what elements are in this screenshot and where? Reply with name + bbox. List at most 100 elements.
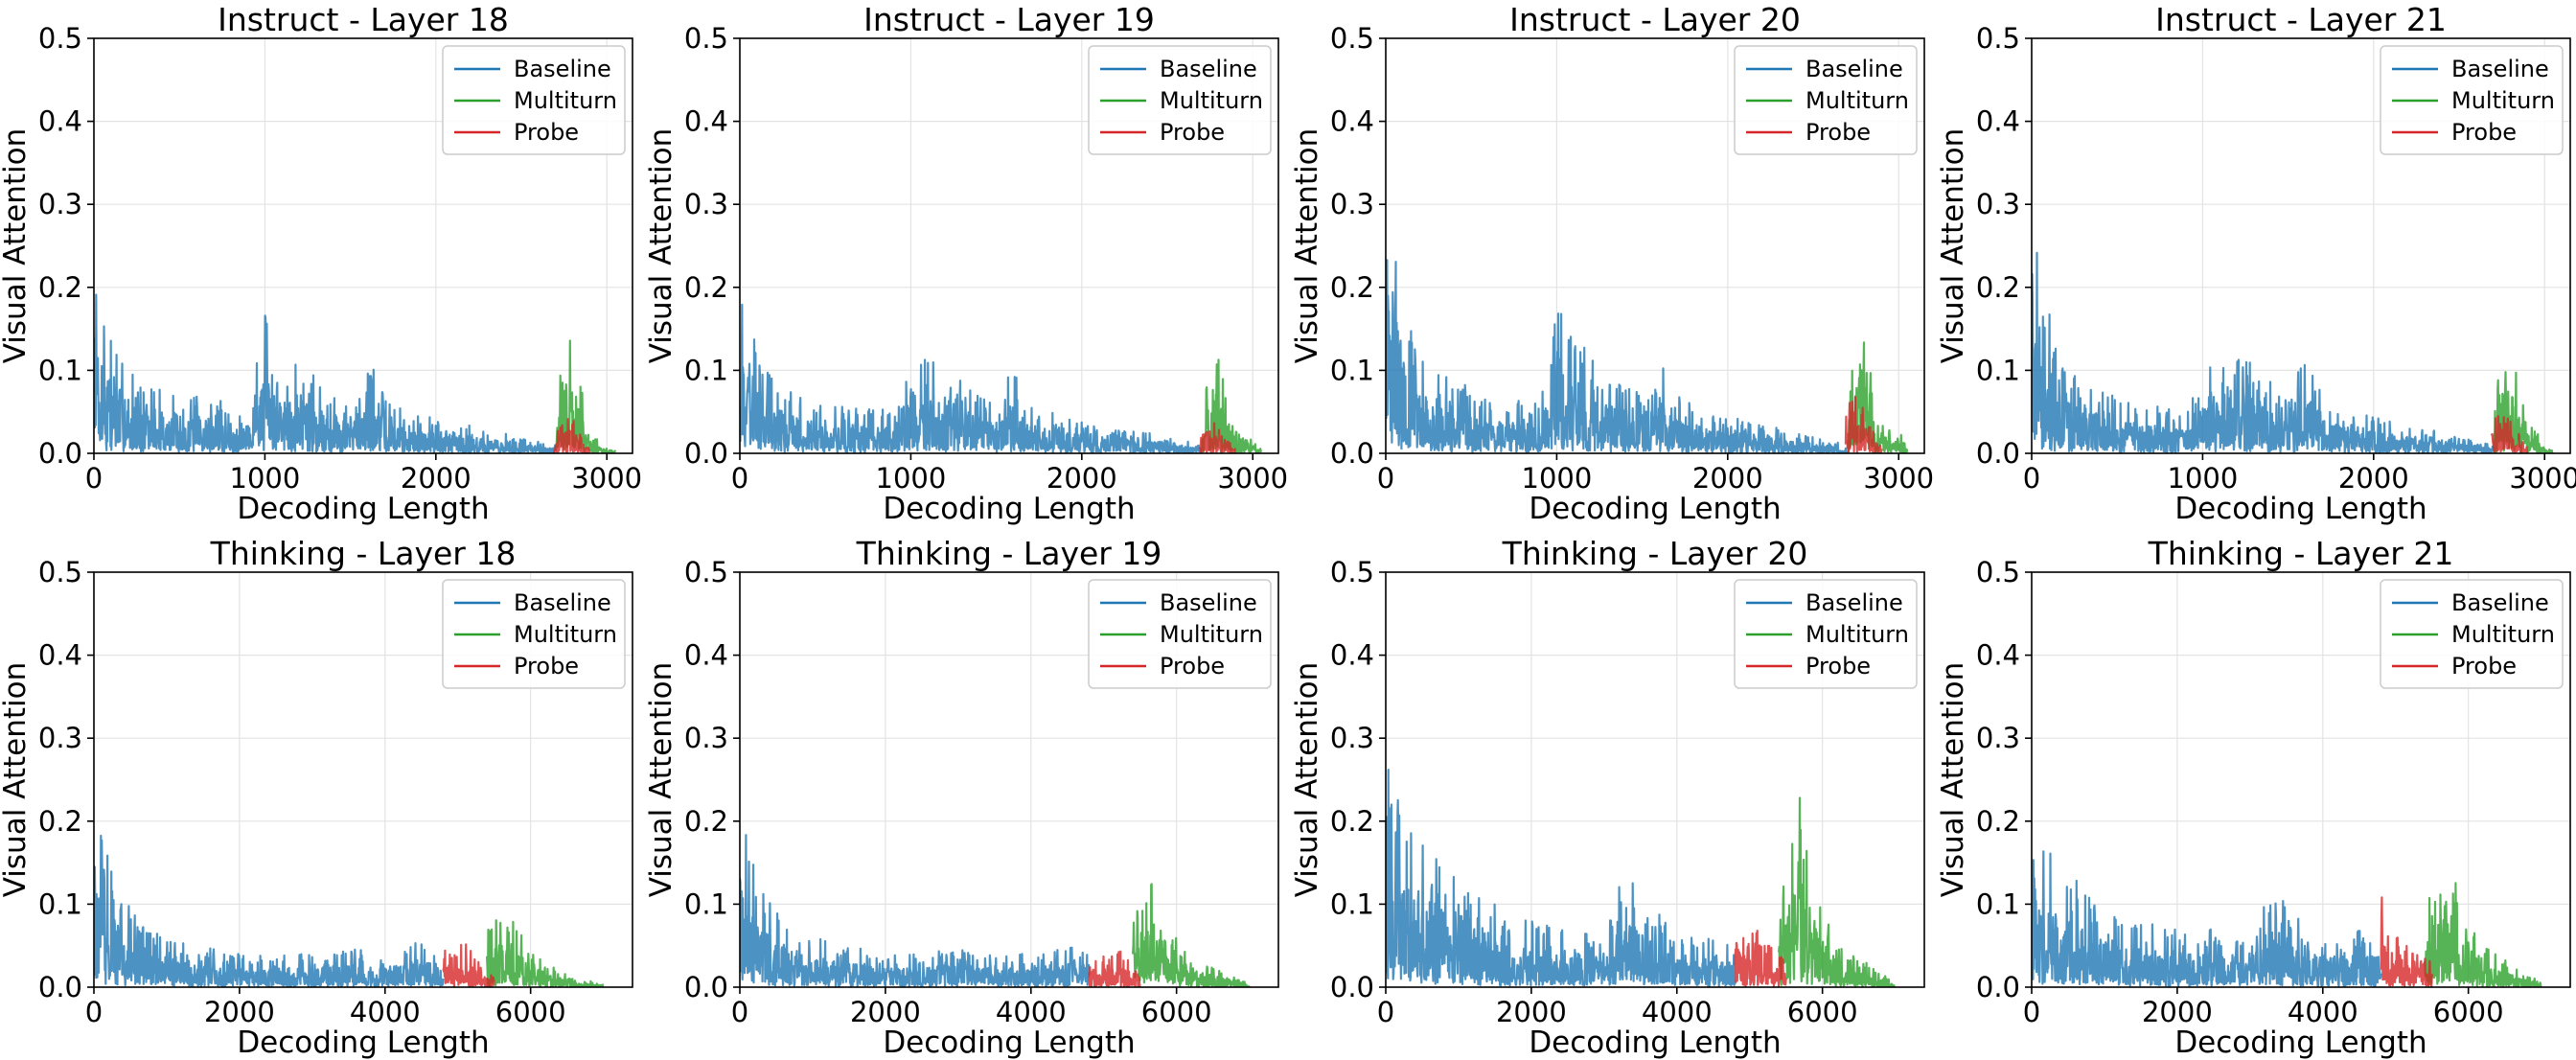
series-line-multiturn [2492, 371, 2555, 453]
y-tick-label: 0.5 [38, 556, 82, 588]
legend-label-probe: Probe [1806, 119, 1871, 146]
y-tick-label: 0.0 [1330, 437, 1374, 470]
x-tick-label: 2000 [204, 996, 275, 1028]
x-axis-label: Decoding Length [1529, 492, 1781, 526]
legend-label-probe: Probe [1806, 653, 1871, 680]
chart-title: Instruct - Layer 20 [1509, 1, 1801, 38]
y-tick-label: 0.1 [1330, 354, 1374, 386]
x-tick-label: 1000 [876, 462, 947, 495]
y-tick-label: 0.4 [1330, 105, 1374, 138]
y-tick-label: 0.5 [1976, 22, 2020, 55]
legend: Baseline Multiturn Probe [2380, 45, 2564, 155]
x-tick-label: 2000 [1692, 462, 1763, 495]
legend-label-probe: Probe [514, 119, 579, 146]
series-line-multiturn [2424, 882, 2542, 987]
y-tick-label: 0.3 [1976, 188, 2020, 220]
legend-label-multiturn: Multiturn [514, 621, 617, 648]
y-tick-label: 0.2 [1976, 805, 2020, 838]
x-tick-label: 0 [2023, 996, 2040, 1028]
y-tick-label: 0.2 [38, 805, 82, 838]
x-axis-label: Decoding Length [883, 492, 1135, 526]
legend: Baseline Multiturn Probe [1088, 579, 1272, 689]
series-line-baseline [1386, 259, 1849, 453]
x-tick-label: 3000 [1863, 462, 1934, 495]
x-tick-label: 6000 [1787, 996, 1858, 1028]
x-tick-label: 0 [85, 996, 103, 1028]
legend-label-baseline: Baseline [1160, 56, 1257, 82]
y-tick-label: 0.2 [1330, 805, 1374, 838]
x-axis-label: Decoding Length [237, 1025, 489, 1060]
x-axis-label: Decoding Length [237, 492, 489, 526]
plot-frame [739, 37, 1279, 454]
legend-label-baseline: Baseline [1160, 589, 1257, 616]
x-tick-label: 3000 [571, 462, 642, 495]
series-line-baseline [94, 293, 557, 453]
x-tick-label: 0 [731, 462, 748, 495]
series-line-probe [1734, 930, 1787, 987]
y-tick-label: 0.1 [684, 887, 728, 920]
legend-label-multiturn: Multiturn [2451, 621, 2555, 648]
plot-frame [2031, 37, 2571, 454]
legend-box [1088, 45, 1272, 155]
chart-panel: 0 2000 4000 6000 0.0 0.1 0.2 0.3 0.4 0.5 Thinking … [0, 535, 633, 1060]
y-tick-label: 0.0 [38, 971, 82, 1003]
legend-label-baseline: Baseline [2451, 589, 2549, 616]
legend-label-baseline: Baseline [514, 589, 611, 616]
series-line-probe [442, 943, 495, 987]
legend-label-baseline: Baseline [1806, 56, 1903, 82]
y-axis-label: Visual Attention [644, 128, 678, 363]
series-line-multiturn [486, 919, 605, 987]
x-axis-label: Decoding Length [2174, 492, 2426, 526]
x-tick-label: 4000 [1642, 996, 1713, 1028]
y-tick-label: 0.4 [38, 639, 82, 672]
legend-label-probe: Probe [1160, 119, 1225, 146]
legend-label-multiturn: Multiturn [2451, 87, 2555, 114]
legend-label-multiturn: Multiturn [1160, 621, 1263, 648]
y-tick-label: 0.1 [38, 354, 82, 386]
y-tick-label: 0.4 [684, 639, 728, 672]
legend: Baseline Multiturn Probe [1088, 45, 1272, 155]
series-line-baseline [1386, 769, 1736, 987]
x-tick-label: 2000 [2142, 996, 2213, 1028]
chart-panel: 0 2000 4000 6000 0.0 0.1 0.2 0.3 0.4 0.5 Thinking … [1290, 535, 1925, 1060]
y-tick-label: 0.1 [1330, 887, 1374, 920]
x-tick-label: 6000 [1141, 996, 1212, 1028]
series-line-multiturn [1778, 796, 1897, 987]
chart-panel: 0 1000 2000 3000 0.0 0.1 0.2 0.3 0.4 0.5 Instruct … [1936, 1, 2576, 526]
y-tick-label: 0.1 [684, 354, 728, 386]
legend-label-probe: Probe [2451, 119, 2517, 146]
y-tick-label: 0.0 [1330, 971, 1374, 1003]
y-tick-label: 0.3 [38, 722, 82, 754]
legend-label-probe: Probe [514, 653, 579, 680]
y-axis-label: Visual Attention [1290, 128, 1324, 363]
x-tick-label: 2000 [2338, 462, 2409, 495]
chart-panel: 0 2000 4000 6000 0.0 0.1 0.2 0.3 0.4 0.5 Thinking … [644, 535, 1279, 1060]
y-tick-label: 0.5 [1330, 556, 1374, 588]
chart-title: Thinking - Layer 18 [210, 535, 517, 572]
series-line-baseline [2032, 850, 2382, 987]
y-tick-label: 0.5 [38, 22, 82, 55]
x-tick-label: 1000 [2168, 462, 2239, 495]
series-line-baseline [94, 834, 445, 987]
chart-panel: 0 1000 2000 3000 0.0 0.1 0.2 0.3 0.4 0.5 Instruct … [0, 1, 642, 526]
x-axis-label: Decoding Length [1529, 1025, 1781, 1060]
y-axis-label: Visual Attention [1290, 662, 1324, 897]
chart-title: Instruct - Layer 18 [218, 1, 509, 38]
series-line-probe [2380, 896, 2433, 987]
chart-title: Thinking - Layer 20 [1502, 535, 1808, 572]
y-tick-label: 0.4 [1976, 639, 2020, 672]
x-tick-label: 4000 [2288, 996, 2358, 1028]
series-line-baseline [740, 834, 1091, 987]
x-tick-label: 6000 [495, 996, 566, 1028]
x-tick-label: 2000 [1496, 996, 1567, 1028]
series-line-probe [1088, 950, 1141, 987]
y-tick-label: 0.2 [38, 271, 82, 304]
x-tick-label: 2000 [401, 462, 472, 495]
plot-frame [2031, 571, 2571, 988]
x-axis-label: Decoding Length [2174, 1025, 2426, 1060]
series-line-probe [553, 418, 591, 453]
y-tick-label: 0.0 [684, 437, 728, 470]
legend-label-multiturn: Multiturn [1160, 87, 1263, 114]
chart-title: Instruct - Layer 21 [2155, 1, 2447, 38]
